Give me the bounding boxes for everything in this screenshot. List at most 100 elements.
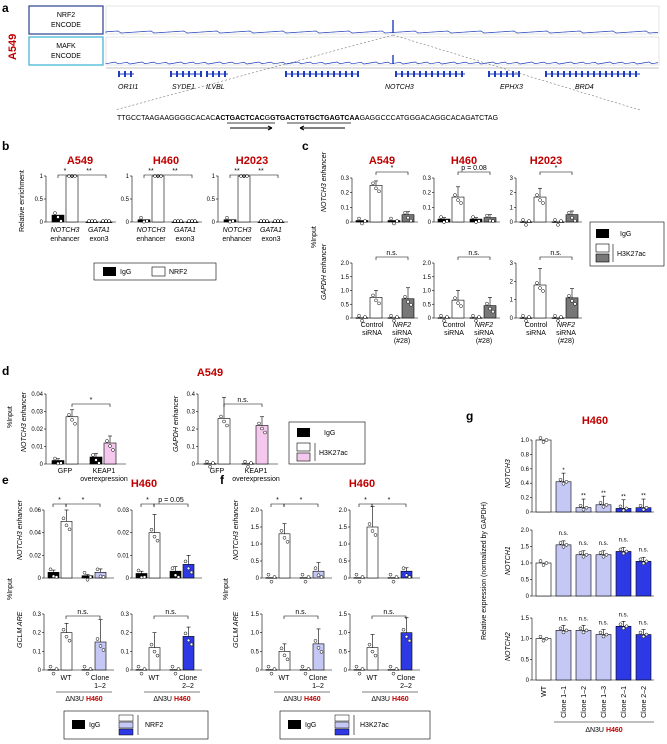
data-point <box>259 219 263 223</box>
data-point <box>581 630 586 635</box>
sig-label: * <box>82 497 85 504</box>
gene-exon <box>351 71 353 77</box>
data-point <box>67 527 72 532</box>
data-point <box>474 220 478 224</box>
y-tick-label: 2 <box>510 279 514 285</box>
bar <box>81 669 94 671</box>
y-tick-label: 1.0 <box>521 438 530 444</box>
gene-exon <box>587 71 589 77</box>
data-point <box>477 219 481 223</box>
data-point <box>61 516 66 521</box>
data-point <box>64 523 69 528</box>
data-point <box>211 461 215 465</box>
sig-label: n.s. <box>579 616 589 622</box>
data-point <box>459 304 463 308</box>
gene-exon <box>443 71 445 77</box>
x-label-control: Control <box>443 322 466 329</box>
data-point <box>231 219 235 223</box>
gene-exon <box>194 71 196 77</box>
sig-label: * <box>300 497 303 504</box>
panel-label-f: f <box>220 473 225 487</box>
gene-exon <box>291 71 293 77</box>
data-point <box>598 630 603 635</box>
data-point <box>266 572 271 577</box>
data-point <box>208 464 212 469</box>
panel-label-c: c <box>302 139 309 153</box>
x-category-label: NOTCH3 <box>51 227 80 234</box>
data-point <box>59 219 63 223</box>
x-category-label: GATA1 <box>174 227 196 234</box>
gene-label-brd4: BRD4 <box>575 84 594 91</box>
legend-swatch-h3k27ac <box>334 728 350 736</box>
x-category-label: exon3 <box>261 236 280 243</box>
sig-bracket <box>283 615 319 619</box>
data-point <box>266 664 271 669</box>
data-point <box>401 566 406 570</box>
x-label-nrf2: siRNA <box>392 330 412 337</box>
data-point <box>139 671 144 676</box>
data-point <box>73 422 77 426</box>
data-point <box>360 318 364 323</box>
data-point <box>541 563 546 567</box>
sig-label: ** <box>621 494 626 500</box>
sig-label: ** <box>172 168 178 175</box>
x-label-clone: 2–2 <box>182 683 194 690</box>
gene-exon <box>635 71 637 77</box>
data-point <box>598 501 603 505</box>
bar-igg <box>551 317 565 319</box>
data-point <box>179 219 183 223</box>
data-point <box>142 219 146 224</box>
group-label: ΔN3U H460 <box>283 696 320 703</box>
y-tick-label: 1 <box>510 298 514 304</box>
data-point <box>59 461 63 465</box>
bar <box>387 669 400 671</box>
data-point <box>401 627 406 632</box>
sig-label: * <box>388 497 391 504</box>
sig-label: ** <box>148 168 154 175</box>
gene-exon <box>170 71 172 77</box>
sig-label: n.s. <box>619 612 629 618</box>
panel-g-row-label: NOTCH2 <box>505 632 512 661</box>
data-point <box>176 219 180 223</box>
bar-igg <box>355 317 369 319</box>
x-label-nrf2: (#28) <box>394 338 410 345</box>
data-point <box>149 527 154 532</box>
mafk-signal-track <box>105 61 659 65</box>
data-point <box>567 294 571 298</box>
legend-swatch-igg <box>103 267 116 276</box>
gene-exon <box>575 71 577 77</box>
y-tick-label: 0 <box>344 576 348 582</box>
panelE-title: H460 <box>131 478 157 490</box>
y-tick-label: 0 <box>40 462 44 468</box>
data-point <box>573 302 577 306</box>
data-point <box>61 627 66 632</box>
sig-label: n.s. <box>599 541 609 547</box>
gene-exon <box>206 71 208 77</box>
y-tick-label: 0 <box>526 678 530 684</box>
gene-exon <box>599 71 601 77</box>
data-point <box>618 622 623 627</box>
sig-label: n.s. <box>599 621 609 627</box>
bar-clone-1-2 <box>575 554 592 597</box>
data-point <box>142 575 147 579</box>
data-point <box>205 459 209 464</box>
data-point <box>564 480 569 484</box>
gene-exon <box>285 71 287 77</box>
data-point <box>243 459 247 464</box>
y-tick-label: 0.03 <box>31 410 43 416</box>
sig-label: * <box>58 497 61 504</box>
data-point <box>249 461 253 465</box>
data-point <box>404 634 409 639</box>
y-tick-label: 2.0 <box>251 508 260 514</box>
gene-exon <box>407 71 409 77</box>
track2-label-line1: MAFK <box>56 43 76 50</box>
bar-igg <box>387 317 401 319</box>
data-point <box>306 575 311 579</box>
data-point <box>313 566 318 570</box>
sig-bracket <box>371 503 407 507</box>
x-label-keap1: overexpression <box>232 476 280 483</box>
sig-label: n.s. <box>165 609 176 616</box>
data-point <box>556 319 560 323</box>
x-category-label: enhancer <box>50 236 80 243</box>
